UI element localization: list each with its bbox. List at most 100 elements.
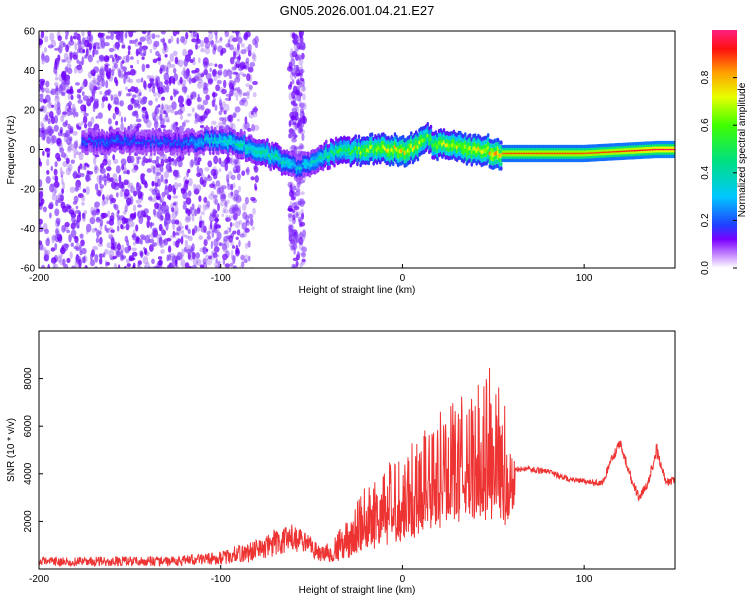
noise-blob (218, 168, 222, 173)
noise-blob (65, 119, 68, 126)
spectrogram-frame (38, 30, 676, 269)
noise-blob (51, 135, 57, 144)
noise-blob (228, 235, 234, 243)
noise-blob (172, 200, 179, 207)
noise-blob (247, 66, 254, 73)
noise-blob (185, 235, 190, 239)
noise-blob (249, 85, 253, 90)
noise-blob (68, 105, 72, 110)
noise-blob (73, 31, 79, 38)
noise-blob (197, 81, 202, 89)
ridge-cell (496, 137, 500, 143)
noise-blob (94, 183, 99, 191)
noise-blob (170, 63, 176, 68)
noise-blob (128, 78, 134, 84)
noise-blob (152, 229, 157, 238)
noise-blob (290, 213, 294, 218)
noise-blob (214, 253, 220, 258)
noise-blob (81, 56, 85, 66)
noise-blob (236, 88, 243, 94)
noise-blob (81, 31, 85, 37)
colorbar-tick-label: 0.4 (700, 165, 711, 179)
noise-blob (206, 235, 211, 242)
noise-blob (297, 127, 303, 134)
noise-blob (293, 38, 299, 45)
noise-blob (99, 257, 103, 265)
noise-blob (180, 114, 183, 120)
noise-blob (204, 43, 210, 49)
noise-blob (61, 177, 64, 186)
snr-x-tick-label: -100 (211, 574, 231, 585)
noise-blob (150, 243, 156, 248)
noise-blob (63, 132, 69, 138)
noise-blob (79, 166, 85, 170)
noise-blob (90, 79, 97, 87)
noise-blob (61, 111, 67, 118)
noise-blob (153, 92, 157, 97)
noise-blob (155, 195, 162, 201)
noise-blob (143, 47, 147, 55)
noise-blob (101, 96, 106, 103)
noise-blob (180, 236, 184, 245)
noise-blob (47, 102, 53, 109)
noise-blob (39, 161, 43, 167)
noise-blob (291, 32, 296, 40)
noise-blob (194, 208, 198, 217)
noise-blob (58, 44, 63, 54)
noise-blob (93, 266, 99, 268)
ridge-cell (217, 150, 220, 156)
noise-blob (229, 221, 233, 228)
ridge-cell (436, 156, 439, 162)
noise-blob (146, 215, 151, 221)
noise-blob (71, 265, 76, 268)
noise-blob (106, 242, 113, 249)
snr-x-tick-label: 100 (576, 574, 593, 585)
noise-blob (192, 107, 195, 113)
noise-blob (189, 160, 194, 169)
ridge-cell (127, 129, 130, 135)
noise-blob (153, 269, 156, 275)
noise-blob (181, 121, 186, 127)
noise-blob (130, 65, 134, 69)
noise-blob (137, 204, 142, 208)
noise-blob (299, 102, 305, 109)
noise-blob (202, 99, 209, 106)
noise-blob (45, 238, 50, 247)
noise-blob (67, 145, 72, 153)
noise-blob (237, 268, 241, 274)
ridge-cell (213, 126, 217, 132)
noise-blob (181, 229, 184, 235)
noise-blob (41, 59, 45, 65)
noise-blob (157, 256, 163, 260)
noise-blob (213, 222, 218, 230)
noise-blob (290, 56, 294, 61)
noise-blob (179, 104, 183, 113)
noise-blob (220, 106, 224, 113)
noise-blob (193, 119, 198, 125)
noise-blob (291, 50, 298, 58)
noise-blob (47, 117, 51, 125)
noise-blob (142, 256, 149, 265)
noise-blob (137, 94, 140, 98)
ridge-cell (426, 122, 430, 127)
noise-blob (195, 38, 201, 44)
ridge-cell (174, 129, 178, 134)
noise-blob (249, 218, 254, 227)
noise-blob (213, 218, 220, 222)
noise-blob (189, 31, 193, 34)
noise-blob (78, 244, 82, 252)
noise-blob (154, 171, 159, 177)
noise-blob (39, 243, 44, 251)
noise-blob (171, 219, 176, 225)
noise-blob (296, 146, 301, 150)
noise-blob (65, 56, 72, 64)
noise-blob (75, 51, 79, 61)
noise-blob (220, 49, 224, 56)
noise-blob (81, 247, 87, 255)
noise-blob (159, 240, 163, 249)
noise-blob (45, 90, 51, 94)
noise-blob (137, 210, 143, 219)
noise-blob (68, 50, 74, 58)
noise-blob (297, 216, 303, 223)
